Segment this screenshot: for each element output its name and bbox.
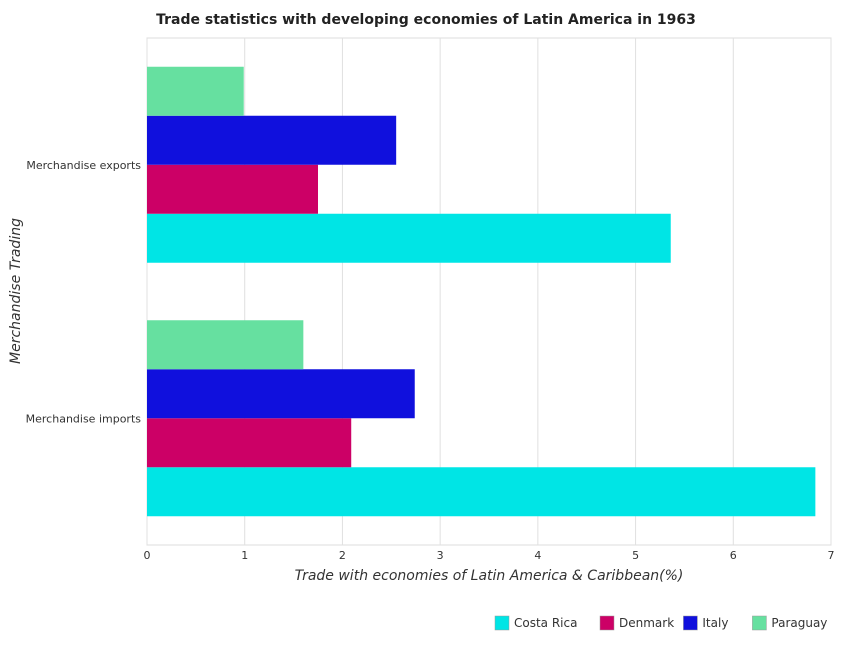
y-tick-labels: Merchandise exports Merchandise imports bbox=[26, 159, 142, 426]
bar-italy-0 bbox=[147, 115, 397, 165]
y-axis-label: Merchandise Trading bbox=[8, 218, 24, 364]
x-tick-label: 7 bbox=[828, 549, 835, 562]
x-tick-label: 4 bbox=[534, 549, 541, 562]
x-tick-label: 5 bbox=[632, 549, 639, 562]
bar-paraguay-0 bbox=[147, 66, 244, 116]
bar-paraguay-1 bbox=[147, 320, 304, 370]
bar-costa-rica-1 bbox=[147, 467, 816, 517]
bar-denmark-0 bbox=[147, 164, 318, 214]
x-tick-label: 1 bbox=[241, 549, 248, 562]
bars bbox=[147, 66, 816, 517]
legend-label: Paraguay bbox=[771, 616, 827, 630]
legend: Costa Rica Denmark Italy Paraguay bbox=[494, 615, 827, 631]
x-tick-label: 0 bbox=[144, 549, 151, 562]
x-tick-label: 6 bbox=[730, 549, 737, 562]
legend-swatch bbox=[683, 615, 698, 631]
y-tick-label: Merchandise imports bbox=[26, 412, 142, 425]
bar-denmark-1 bbox=[147, 418, 352, 468]
x-tick-label: 3 bbox=[437, 549, 444, 562]
x-tick-label: 2 bbox=[339, 549, 346, 562]
legend-swatch bbox=[752, 615, 767, 631]
legend-label: Italy bbox=[702, 616, 728, 630]
bar-costa-rica-0 bbox=[147, 213, 671, 263]
bar-italy-1 bbox=[147, 369, 415, 419]
legend-label: Costa Rica bbox=[514, 616, 577, 630]
legend-swatch bbox=[494, 615, 510, 631]
x-tick-labels: 0 1 2 3 4 5 6 7 bbox=[144, 549, 835, 562]
x-axis-label: Trade with economies of Latin America & … bbox=[295, 568, 684, 584]
legend-swatch bbox=[599, 615, 615, 631]
legend-label: Denmark bbox=[619, 616, 674, 630]
chart-title: Trade statistics with developing economi… bbox=[156, 12, 696, 28]
y-tick-label: Merchandise exports bbox=[26, 159, 141, 172]
